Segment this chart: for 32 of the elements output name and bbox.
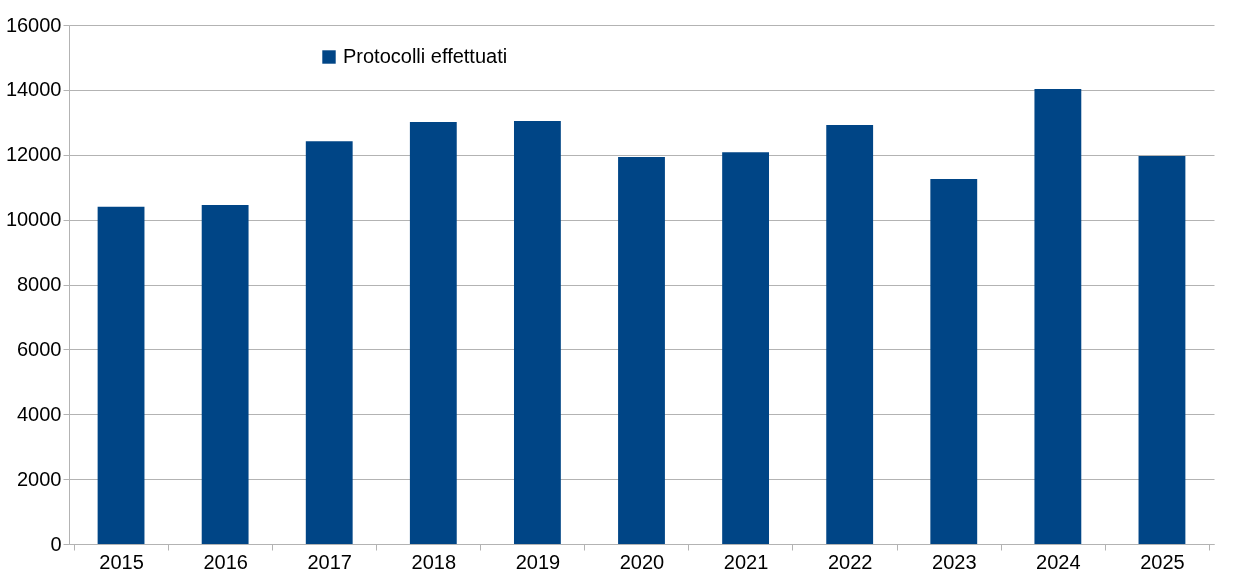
bar bbox=[1034, 88, 1082, 544]
bar bbox=[201, 205, 249, 544]
y-tick-label: 6000 bbox=[17, 337, 62, 360]
x-tick-label: 2024 bbox=[1036, 550, 1081, 573]
x-tick-label: 2023 bbox=[932, 550, 977, 573]
y-tick-label: 4000 bbox=[17, 402, 62, 425]
bar bbox=[305, 141, 353, 544]
bar bbox=[97, 206, 145, 544]
bar bbox=[826, 124, 874, 544]
x-tick-label: 2020 bbox=[619, 550, 665, 573]
x-tick-label: 2021 bbox=[723, 550, 769, 573]
bar bbox=[409, 121, 457, 544]
y-tick-label: 0 bbox=[50, 532, 62, 555]
x-tick-label: 2025 bbox=[1140, 550, 1185, 573]
x-tick-label: 2017 bbox=[307, 550, 352, 573]
x-tick-label: 2016 bbox=[203, 550, 248, 573]
y-tick-label: 2000 bbox=[17, 467, 62, 490]
bar bbox=[930, 179, 978, 544]
bar bbox=[513, 121, 561, 544]
y-tick-label: 14000 bbox=[5, 78, 62, 101]
y-tick-label: 16000 bbox=[5, 13, 62, 36]
x-tick-label: 2022 bbox=[827, 550, 873, 573]
x-tick-label: 2019 bbox=[515, 550, 561, 573]
bar bbox=[722, 152, 770, 544]
bar bbox=[618, 157, 665, 544]
x-tick-label: 2015 bbox=[99, 550, 144, 573]
legend-label: Protocolli effettuati bbox=[343, 45, 508, 67]
y-tick-label: 10000 bbox=[5, 208, 62, 231]
y-tick-label: 12000 bbox=[5, 143, 62, 166]
bar bbox=[1138, 156, 1186, 544]
x-tick-label: 2018 bbox=[411, 550, 457, 573]
y-tick-label: 8000 bbox=[17, 273, 62, 295]
